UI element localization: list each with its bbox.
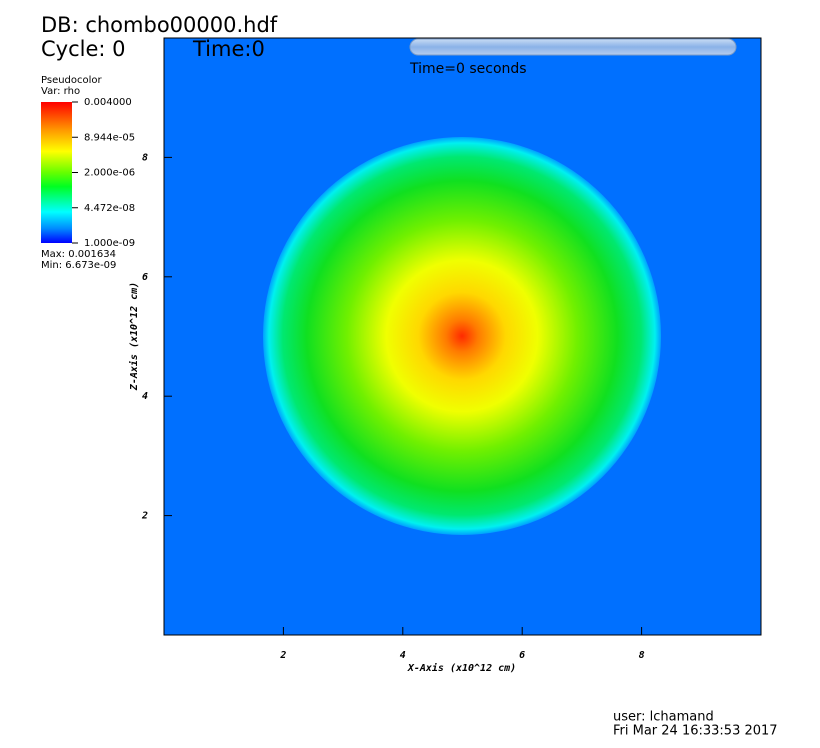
- y-tick-label: 2: [141, 511, 148, 522]
- color-bar: [41, 102, 72, 243]
- date: Fri Mar 24 16:33:53 2017: [613, 724, 778, 739]
- user: user: lchamand: [613, 710, 714, 725]
- y-tick-label: 4: [142, 391, 148, 402]
- pseudocolor-field: [263, 137, 661, 535]
- x-axis-label: X-Axis (x10^12 cm): [407, 662, 516, 674]
- legend-plot: Pseudocolor: [41, 75, 103, 86]
- y-tick-label: 6: [142, 272, 148, 283]
- x-tick-label: 4: [400, 650, 406, 661]
- y-tick-label: 8: [142, 152, 148, 163]
- legend-tick-label: 1.000e-09: [84, 238, 135, 249]
- legend-tick-label: 0.004000: [84, 97, 132, 108]
- legend-tick-label: 4.472e-08: [84, 203, 135, 214]
- x-tick-label: 2: [279, 650, 286, 661]
- legend-tick-label: 2.000e-06: [84, 168, 135, 179]
- legend-tick-label: 8.944e-05: [84, 132, 135, 143]
- db-name: DB: chombo00000.hdf: [41, 13, 278, 37]
- x-tick-label: 6: [519, 650, 525, 661]
- legend-var: Var: rho: [41, 86, 80, 97]
- x-tick-label: 8: [639, 650, 645, 661]
- y-axis-label: Z-Axis (x10^12 cm): [128, 282, 140, 391]
- time-label: Time=0 seconds: [409, 61, 527, 77]
- cycle: Cycle: 0: [41, 37, 126, 61]
- time-slider: [409, 38, 737, 56]
- time: Time:0: [192, 37, 265, 61]
- legend-min: Min: 6.673e-09: [41, 260, 116, 271]
- legend-max: Max: 0.001634: [41, 249, 116, 260]
